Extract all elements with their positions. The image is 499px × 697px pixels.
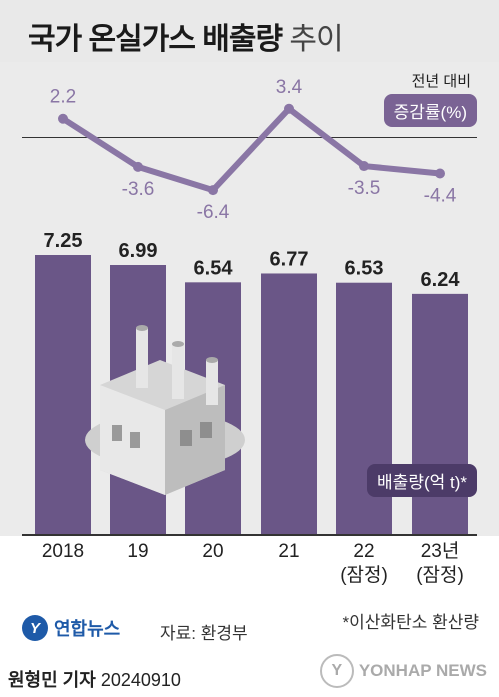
- rate-point: [359, 161, 369, 172]
- x-tick-label-line1: 2018: [41, 541, 85, 562]
- x-tick-label-line1: 19: [127, 541, 149, 562]
- rate-header: 전년 대비: [411, 73, 471, 90]
- yonhap-logo-icon: Y: [22, 615, 48, 641]
- rate-line: [60, 105, 443, 194]
- title-block: 국가 온실가스 배출량 추이: [0, 0, 499, 62]
- emission-value-label: 6.77: [270, 248, 309, 270]
- emission-value-label: 6.54: [194, 257, 234, 279]
- emission-bar: [412, 293, 468, 534]
- rate-point: [133, 161, 143, 172]
- emission-value-label: 6.24: [421, 269, 461, 291]
- rate-value-label: 2.2: [50, 87, 76, 108]
- x-tick-label: 21: [254, 540, 324, 564]
- x-tick-label: 22 (잠정): [329, 540, 399, 588]
- x-tick-label: 2018: [28, 540, 98, 564]
- author-date: 20240910: [100, 670, 181, 690]
- emission-legend-badge: 배출량(억 t)*: [367, 464, 477, 497]
- agency-watermark: Y YONHAP NEWS: [319, 654, 487, 688]
- chart-title-light: 추이: [289, 23, 343, 56]
- x-tick-label: 23년 (잠정): [405, 540, 475, 588]
- emission-bar: [261, 273, 317, 534]
- rate-point: [435, 168, 445, 179]
- author-credit: 원형민 기자 20240910: [8, 666, 181, 692]
- rate-point: [58, 113, 68, 124]
- x-tick-label-line1: 22: [353, 541, 375, 562]
- rate-value-label: -3.6: [122, 179, 155, 200]
- emission-value-label: 6.53: [345, 258, 384, 280]
- rate-value-label: -6.4: [197, 202, 230, 223]
- x-axis-labels: 2018 19 20 21 22 (잠정) 23년 (잠정): [0, 540, 499, 600]
- chart-title-bold: 국가 온실가스 배출량: [28, 23, 283, 56]
- x-tick-label-line2: (잠정): [416, 565, 464, 586]
- rate-legend-badge: 증감률(%): [383, 94, 477, 127]
- rate-value-label: -4.4: [424, 186, 457, 207]
- footnote-text: *이산화탄소 환산량: [342, 613, 479, 632]
- emission-bar: [35, 255, 91, 534]
- rate-value-label: 3.4: [276, 77, 303, 98]
- emission-value-label: 6.99: [119, 240, 158, 262]
- rate-value-label: -3.5: [348, 178, 381, 199]
- x-tick-label: 20: [178, 540, 248, 564]
- yonhap-logo-text: 연합뉴스: [54, 619, 121, 639]
- yonhap-logo: Y 연합뉴스: [22, 615, 120, 641]
- author-name: 원형민 기자: [8, 670, 96, 690]
- x-tick-label-line1: 20: [202, 541, 224, 562]
- agency-name: YONHAP NEWS: [358, 661, 487, 680]
- emission-value-label: 7.25: [44, 230, 83, 252]
- x-tick-label-line2: (잠정): [340, 565, 388, 586]
- rate-zero-line: [22, 137, 477, 138]
- agency-logo-icon: Y: [319, 654, 354, 688]
- chart-title: 국가 온실가스 배출량 추이: [28, 14, 344, 58]
- x-tick-label-line1: 21: [278, 541, 300, 562]
- source-text: 자료: 환경부: [160, 624, 248, 643]
- rate-point: [284, 103, 294, 114]
- factory-icon: [85, 325, 245, 495]
- x-axis-baseline: [22, 534, 477, 536]
- rate-point: [208, 185, 218, 196]
- x-tick-label-line1: 23년: [420, 541, 460, 562]
- x-tick-label: 19: [103, 540, 173, 564]
